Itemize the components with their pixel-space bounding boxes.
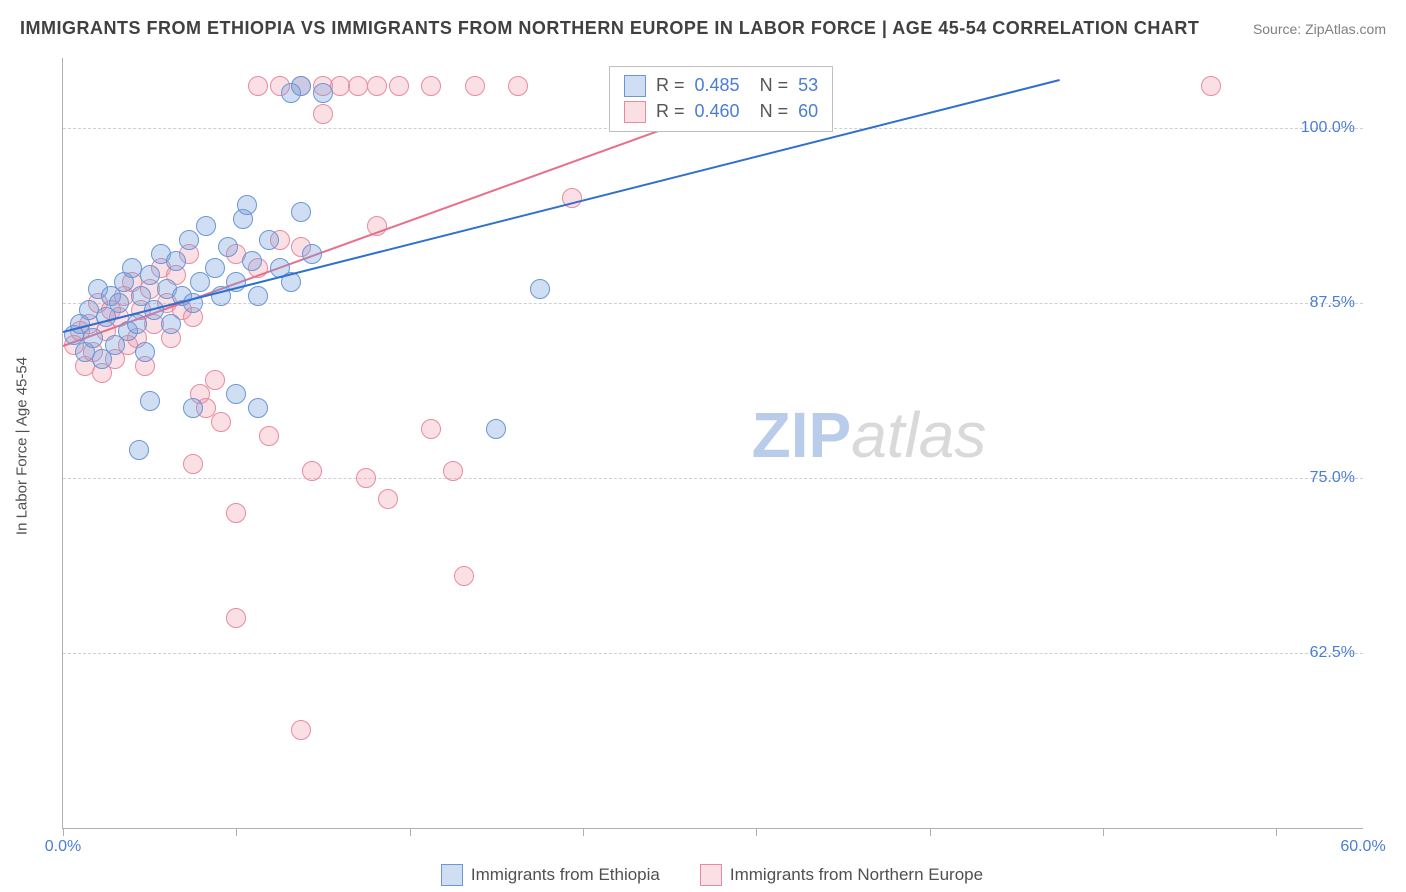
n-value: 53 — [798, 75, 818, 96]
x-tick — [1276, 828, 1277, 836]
watermark-atlas: atlas — [851, 399, 986, 471]
data-point-ethiopia — [302, 244, 322, 264]
data-point-ethiopia — [237, 195, 257, 215]
x-tick — [583, 828, 584, 836]
gridline — [63, 478, 1363, 479]
data-point-ethiopia — [530, 279, 550, 299]
data-point-ethiopia — [291, 202, 311, 222]
data-point-ethiopia — [281, 83, 301, 103]
legend-label: Immigrants from Northern Europe — [730, 865, 983, 885]
chart-title: IMMIGRANTS FROM ETHIOPIA VS IMMIGRANTS F… — [20, 18, 1199, 39]
data-point-ethiopia — [313, 83, 333, 103]
regression-line-ethiopia — [63, 79, 1060, 333]
data-point-ethiopia — [190, 272, 210, 292]
legend-swatch-ethiopia — [441, 864, 463, 886]
data-point-neurope — [313, 104, 333, 124]
x-axis-label: 60.0% — [1340, 838, 1385, 856]
x-tick — [930, 828, 931, 836]
data-point-neurope — [367, 76, 387, 96]
data-point-neurope — [1201, 76, 1221, 96]
y-axis-label: 62.5% — [1310, 644, 1355, 662]
y-axis-label: 87.5% — [1310, 294, 1355, 312]
n-label: N = — [760, 101, 789, 122]
data-point-ethiopia — [161, 314, 181, 334]
x-axis-label: 0.0% — [45, 838, 81, 856]
watermark-zip: ZIP — [752, 399, 852, 471]
x-tick — [63, 828, 64, 836]
data-point-neurope — [183, 454, 203, 474]
data-point-ethiopia — [242, 251, 262, 271]
data-point-ethiopia — [140, 265, 160, 285]
data-point-ethiopia — [196, 216, 216, 236]
legend-swatch-neurope — [700, 864, 722, 886]
stats-row-neurope: R = 0.460 N = 60 — [624, 99, 818, 125]
data-point-neurope — [454, 566, 474, 586]
data-point-ethiopia — [183, 398, 203, 418]
data-point-ethiopia — [248, 286, 268, 306]
legend-label: Immigrants from Ethiopia — [471, 865, 660, 885]
data-point-neurope — [259, 426, 279, 446]
data-point-ethiopia — [129, 440, 149, 460]
data-point-neurope — [465, 76, 485, 96]
data-point-neurope — [248, 76, 268, 96]
x-tick — [756, 828, 757, 836]
data-point-neurope — [348, 76, 368, 96]
y-axis-label: 100.0% — [1301, 119, 1355, 137]
watermark: ZIPatlas — [752, 398, 987, 472]
data-point-ethiopia — [166, 251, 186, 271]
data-point-neurope — [205, 370, 225, 390]
r-label: R = — [656, 101, 685, 122]
data-point-neurope — [302, 461, 322, 481]
data-point-ethiopia — [140, 391, 160, 411]
x-tick — [236, 828, 237, 836]
data-point-neurope — [211, 412, 231, 432]
scatter-plot: ZIPatlas 62.5%75.0%87.5%100.0%0.0%60.0%R… — [62, 58, 1363, 829]
n-value: 60 — [798, 101, 818, 122]
stats-box: R = 0.485 N = 53 R = 0.460 N = 60 — [609, 66, 833, 132]
data-point-ethiopia — [218, 237, 238, 257]
data-point-ethiopia — [205, 258, 225, 278]
data-point-ethiopia — [179, 230, 199, 250]
legend-item-ethiopia: Immigrants from Ethiopia — [441, 864, 660, 886]
data-point-ethiopia — [226, 384, 246, 404]
x-tick — [1103, 828, 1104, 836]
legend-item-neurope: Immigrants from Northern Europe — [700, 864, 983, 886]
data-point-neurope — [421, 76, 441, 96]
data-point-ethiopia — [109, 293, 129, 313]
data-point-ethiopia — [486, 419, 506, 439]
data-point-neurope — [226, 503, 246, 523]
data-point-ethiopia — [135, 342, 155, 362]
data-point-neurope — [378, 489, 398, 509]
stats-row-ethiopia: R = 0.485 N = 53 — [624, 73, 818, 99]
n-label: N = — [760, 75, 789, 96]
source-label: Source: ZipAtlas.com — [1253, 21, 1386, 37]
data-point-ethiopia — [248, 398, 268, 418]
data-point-ethiopia — [83, 328, 103, 348]
legend: Immigrants from Ethiopia Immigrants from … — [62, 864, 1362, 886]
data-point-neurope — [421, 419, 441, 439]
r-value: 0.460 — [695, 101, 740, 122]
data-point-ethiopia — [259, 230, 279, 250]
r-label: R = — [656, 75, 685, 96]
x-tick — [410, 828, 411, 836]
gridline — [63, 653, 1363, 654]
data-point-neurope — [443, 461, 463, 481]
data-point-neurope — [226, 608, 246, 628]
data-point-neurope — [356, 468, 376, 488]
y-axis-label: 75.0% — [1310, 469, 1355, 487]
legend-swatch-neurope — [624, 101, 646, 123]
data-point-ethiopia — [127, 314, 147, 334]
y-axis-title: In Labor Force | Age 45-54 — [14, 357, 31, 535]
data-point-neurope — [389, 76, 409, 96]
r-value: 0.485 — [695, 75, 740, 96]
data-point-neurope — [508, 76, 528, 96]
data-point-neurope — [291, 720, 311, 740]
legend-swatch-ethiopia — [624, 75, 646, 97]
